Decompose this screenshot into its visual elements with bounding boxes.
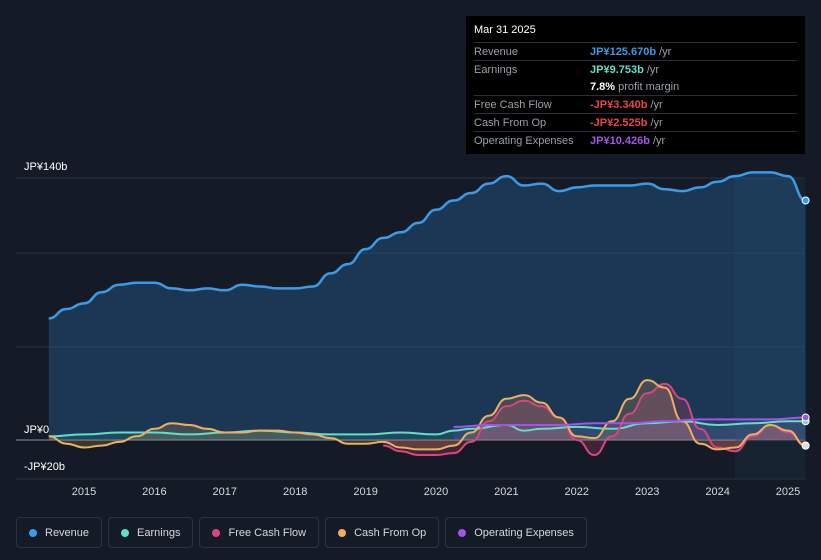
x-axis-ticks: 2015 2016 2017 2018 2019 2020 2021 2022 2023 2024… <box>72 486 800 498</box>
x-tick-label: 2021 <box>494 486 518 498</box>
tooltip-row-unit: /yr <box>646 63 660 76</box>
x-tick-label: 2025 <box>776 486 800 498</box>
legend-label: Earnings <box>137 526 181 539</box>
cash-from-op-end-marker <box>801 441 810 450</box>
series-markers <box>801 196 810 450</box>
tooltip-row-value: JP¥10.426b <box>590 134 650 147</box>
legend-label: Operating Expenses <box>474 526 574 539</box>
tooltip-row: Revenue JP¥125.670b/yr <box>474 42 797 60</box>
tooltip-row-label: Earnings <box>474 63 518 76</box>
x-tick-label: 2017 <box>213 486 237 498</box>
legend-label: Revenue <box>45 526 90 539</box>
tooltip-row-value: -JP¥2.525b <box>590 116 648 129</box>
y-label-top: JP¥140b <box>24 161 67 173</box>
revenue-line <box>48 171 806 320</box>
tooltip-row-unit: /yr <box>650 116 663 129</box>
tooltip-row-unit: /yr <box>659 45 672 58</box>
free-cash-flow-line <box>383 382 806 457</box>
legend-item-free-cash-flow[interactable]: Free Cash Flow <box>199 517 320 548</box>
x-tick-label: 2020 <box>424 486 448 498</box>
tooltip-row-value: JP¥9.753b <box>590 63 644 76</box>
tooltip-row: 7.8% profit margin <box>474 78 797 95</box>
tooltip-row-value: -JP¥3.340b <box>590 98 648 111</box>
legend-item-revenue[interactable]: Revenue <box>16 517 103 548</box>
operating-expenses-end-marker <box>801 413 810 422</box>
revenue-area <box>48 172 806 440</box>
forecast-shade <box>735 178 805 479</box>
tooltip-row-unit: profit margin <box>618 80 680 93</box>
gridlines <box>16 177 805 480</box>
tooltip-panel: Mar 31 2025 Revenue JP¥125.670b/yr Earning… <box>466 16 805 154</box>
tooltip-row-label: Cash From Op <box>474 116 547 129</box>
legend-item-earnings[interactable]: Earnings <box>108 517 194 548</box>
x-tick-label: 2015 <box>72 486 96 498</box>
y-label-bottom: -JP¥20b <box>24 461 65 473</box>
operating-expenses-area <box>453 417 806 440</box>
tooltip-row-unit: /yr <box>650 98 663 111</box>
legend-dot-icon <box>121 528 130 537</box>
x-tick-label: 2016 <box>142 486 166 498</box>
tooltip-row-label: Revenue <box>474 45 519 58</box>
legend-dot-icon <box>458 528 467 537</box>
legend-label: Cash From Op <box>354 526 427 539</box>
tooltip-date: Mar 31 2025 <box>474 24 536 36</box>
tooltip-row: Earnings JP¥9.753b/yr <box>474 60 797 78</box>
tooltip-row-label: Operating Expenses <box>474 134 574 147</box>
x-tick-label: 2018 <box>283 486 307 498</box>
tooltip-row-unit: /yr <box>652 134 666 147</box>
series-lines <box>48 171 806 457</box>
tooltip-row-value: JP¥125.670b <box>590 45 657 58</box>
tooltip-row-value: 7.8% <box>590 80 616 93</box>
x-tick-label: 2019 <box>353 486 377 498</box>
legend-item-cash-from-op[interactable]: Cash From Op <box>325 517 440 548</box>
tooltip-row: Cash From Op -JP¥2.525b/yr <box>474 113 797 131</box>
tooltip-rows: Revenue JP¥125.670b/yr Earnings JP¥9.753b/y… <box>474 42 797 149</box>
revenue-end-marker <box>801 196 810 205</box>
legend: Revenue Earnings Free Cash Flow Cash From O… <box>16 517 587 548</box>
tooltip-row-label: Free Cash Flow <box>474 98 552 111</box>
y-label-zero: JP¥0 <box>24 424 49 436</box>
free-cash-flow-area <box>383 383 806 455</box>
legend-item-operating-expenses[interactable]: Operating Expenses <box>445 517 587 548</box>
tooltip-row: Operating Expenses JP¥10.426b/yr <box>474 131 797 149</box>
x-tick-label: 2022 <box>565 486 589 498</box>
legend-dot-icon <box>212 528 221 537</box>
legend-dot-icon <box>338 528 347 537</box>
x-tick-label: 2024 <box>705 486 729 498</box>
x-tick-label: 2023 <box>635 486 659 498</box>
tooltip-row: Free Cash Flow -JP¥3.340b/yr <box>474 95 797 113</box>
legend-label: Free Cash Flow <box>228 526 307 539</box>
operating-expenses-line <box>453 416 806 428</box>
legend-dot-icon <box>29 528 37 537</box>
